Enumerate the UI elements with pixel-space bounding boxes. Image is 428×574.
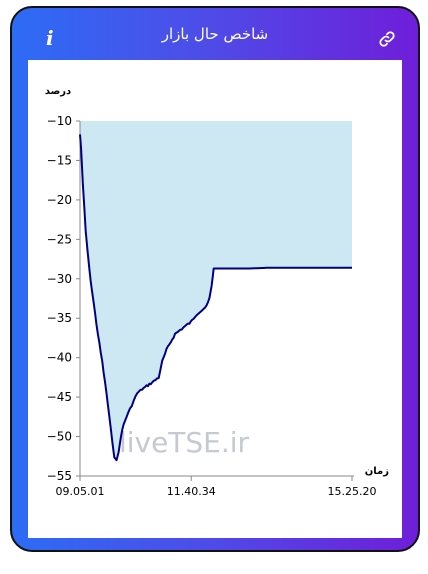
card-header: i شاخص حال بازار (12, 8, 418, 60)
y-tick-label: −50 (47, 430, 72, 444)
chart-panel: درصد زمان liveTSE.ir −10 −15 −20 −25 −30 −35 −… (28, 60, 402, 538)
y-axis-label: درصد (45, 86, 71, 97)
x-tick-label: 11.40.34 (167, 485, 216, 498)
x-tick-label: 09.05.01 (56, 485, 105, 498)
y-tick-label: −20 (47, 193, 72, 207)
series-line (79, 134, 353, 462)
link-icon[interactable] (378, 30, 396, 48)
watermark: liveTSE.ir (119, 426, 250, 459)
y-tick-label: −40 (47, 351, 72, 365)
y-tick-label: −15 (47, 153, 72, 167)
y-tick-label: −45 (47, 390, 72, 404)
y-tick-label: −30 (47, 272, 72, 286)
market-index-chart: درصد زمان liveTSE.ir −10 −15 −20 −25 −30 −35 −… (45, 86, 389, 498)
x-axis-label: زمان (365, 466, 389, 477)
info-icon[interactable]: i (46, 26, 54, 50)
y-tick-label: −55 (47, 469, 72, 483)
area-fill (80, 121, 352, 462)
y-tick-label: −10 (47, 114, 72, 128)
y-tick-label: −25 (47, 232, 72, 246)
y-tick-label: −35 (47, 311, 72, 325)
market-index-card: i شاخص حال بازار درصد زمان liveTSE.ir −1… (10, 6, 420, 552)
x-tick-label: 15.25.20 (328, 485, 377, 498)
card-title: شاخص حال بازار (161, 25, 269, 43)
